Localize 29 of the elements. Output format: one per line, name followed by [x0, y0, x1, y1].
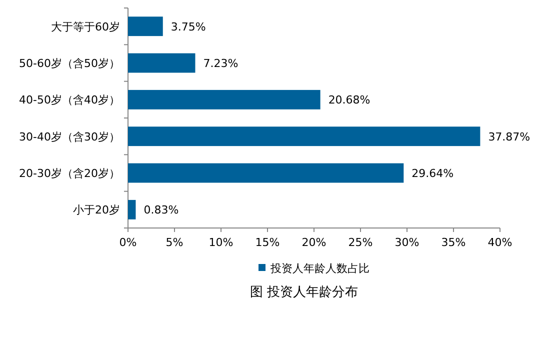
- x-tick-label: 20%: [302, 236, 326, 249]
- data-label: 20.68%: [328, 94, 370, 107]
- x-tick-label: 10%: [208, 236, 234, 249]
- data-label: 37.87%: [488, 130, 530, 144]
- y-tick-label: 40-50岁（含40岁）: [19, 94, 120, 107]
- bar: [128, 16, 163, 36]
- bar: [128, 53, 196, 73]
- data-label: 29.64%: [412, 167, 454, 180]
- x-tick-label: 5%: [166, 236, 184, 249]
- bar: [128, 90, 320, 110]
- x-tick-label: 35%: [441, 236, 466, 249]
- data-label: 7.23%: [203, 57, 238, 70]
- x-tick-label: 15%: [255, 236, 280, 249]
- x-tick-label: 30%: [394, 236, 420, 249]
- bar: [128, 163, 404, 183]
- x-tick-label: 0%: [119, 236, 137, 249]
- y-tick-label: 大于等于60岁: [51, 20, 120, 34]
- bar: [128, 126, 480, 146]
- bar: [128, 200, 136, 220]
- y-tick-label: 小于20岁: [73, 204, 120, 217]
- text: 图 投资人年龄分布: [250, 285, 358, 300]
- data-label: 0.83%: [144, 204, 179, 217]
- y-tick-label: 50-60岁（含50岁）: [19, 57, 120, 70]
- y-tick-label: 20-30岁（含20岁）: [19, 167, 120, 180]
- legend-label: 投资人年龄人数占比: [270, 262, 370, 275]
- x-tick-label: 25%: [348, 236, 373, 249]
- y-tick-label: 30-40岁（含30岁）: [19, 130, 120, 144]
- data-label: 3.75%: [170, 20, 206, 34]
- x-tick-label: 40%: [488, 236, 512, 249]
